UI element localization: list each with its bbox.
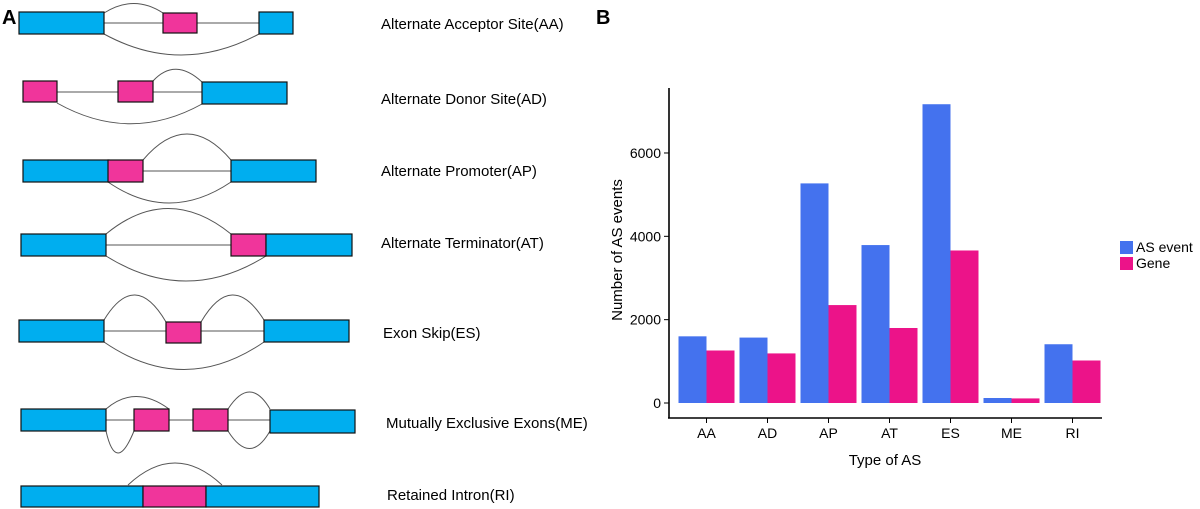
bar-ad-as-event: [739, 337, 768, 403]
bar-ri-gene: [1072, 360, 1101, 403]
exon-aa-2: [258, 11, 294, 35]
bar-ap-as-event: [800, 183, 829, 403]
label-at: Alternate Terminator(AT): [381, 235, 544, 252]
exon-ap-alt: [107, 159, 144, 183]
exon-ad-2: [201, 81, 288, 105]
bar-me-gene: [1011, 398, 1040, 403]
label-es: Exon Skip(ES): [383, 325, 481, 342]
y-axis-label: Number of AS events: [609, 179, 626, 321]
diagram-ad: Alternate Donor Site(AD): [22, 68, 547, 125]
exon-ri-2: [205, 485, 320, 508]
label-aa: Alternate Acceptor Site(AA): [381, 16, 564, 33]
bar-ri-as-event: [1044, 344, 1073, 403]
label-ad: Alternate Donor Site(AD): [381, 91, 547, 108]
panel-a-letter: A: [2, 7, 16, 29]
panel-b-letter: B: [596, 7, 610, 29]
x-tick-label-at: AT: [881, 425, 898, 441]
x-axis-label: Type of AS: [849, 452, 922, 469]
exon-ri-1: [20, 485, 144, 508]
exon-es-2: [263, 319, 350, 343]
diagram-me: Mutually Exclusive Exons(ME): [20, 391, 588, 454]
diagram-ap: Alternate Promoter(AP): [22, 133, 537, 204]
exon-ad-1: [22, 80, 58, 103]
exon-me-2: [269, 409, 356, 434]
exon-aa-1: [18, 11, 105, 35]
bar-aa-as-event: [678, 336, 707, 403]
bar-aa-gene: [706, 350, 735, 403]
bar-ap-gene: [828, 305, 857, 403]
exon-me-alt-1: [133, 408, 170, 432]
exon-me-1: [20, 408, 107, 432]
label-ri: Retained Intron(RI): [387, 487, 515, 504]
y-tick-label-0: 0: [653, 395, 661, 411]
bar-es-gene: [950, 250, 979, 403]
bar-ad-gene: [767, 353, 796, 403]
exon-at-2: [265, 233, 353, 257]
splicing-diagram-panel: A Alternate Acceptor Site(AA) Alternate …: [2, 3, 588, 508]
label-ap: Alternate Promoter(AP): [381, 163, 537, 180]
x-tick-label-me: ME: [1001, 425, 1022, 441]
legend-label-gene: Gene: [1136, 255, 1170, 271]
bar-es-as-event: [922, 104, 951, 403]
exon-ri-retained-intron: [142, 485, 207, 508]
exon-at-1: [20, 233, 107, 257]
exon-es-skipped: [165, 321, 202, 344]
x-axis-ticks: AA AD AP AT ES ME RI: [697, 418, 1080, 441]
bars-group: [678, 104, 1101, 403]
diagram-aa: Alternate Acceptor Site(AA): [18, 3, 564, 56]
diagram-es: Exon Skip(ES): [18, 294, 481, 370]
as-events-bar-chart: B 0 2000 4000 6000 AA AD AP AT ES ME RI Number of…: [596, 7, 1193, 469]
y-tick-label-4000: 4000: [630, 228, 661, 244]
x-tick-label-ap: AP: [819, 425, 838, 441]
exon-ap-2: [230, 159, 317, 183]
exon-at-alt: [230, 233, 267, 257]
bar-at-as-event: [861, 245, 890, 403]
y-tick-label-6000: 6000: [630, 145, 661, 161]
legend-swatch-as-event: [1120, 241, 1133, 254]
exon-ap-1: [22, 159, 110, 183]
bar-me-as-event: [983, 397, 1012, 403]
label-me: Mutually Exclusive Exons(ME): [386, 415, 588, 432]
bar-at-gene: [889, 327, 918, 403]
exon-aa-alt: [162, 12, 198, 34]
x-tick-label-ad: AD: [758, 425, 777, 441]
exon-es-1: [18, 319, 105, 343]
y-axis-ticks: 0 2000 4000 6000: [630, 145, 669, 411]
x-tick-label-es: ES: [941, 425, 960, 441]
legend-label-as-event: AS event: [1136, 239, 1193, 255]
exon-ad-alt: [117, 80, 154, 103]
legend-swatch-gene: [1120, 257, 1133, 270]
x-tick-label-ri: RI: [1066, 425, 1080, 441]
diagram-at: Alternate Terminator(AT): [20, 208, 544, 282]
y-tick-label-2000: 2000: [630, 312, 661, 328]
diagram-ri: Retained Intron(RI): [20, 462, 515, 508]
x-tick-label-aa: AA: [697, 425, 716, 441]
exon-me-alt-2: [192, 408, 229, 432]
